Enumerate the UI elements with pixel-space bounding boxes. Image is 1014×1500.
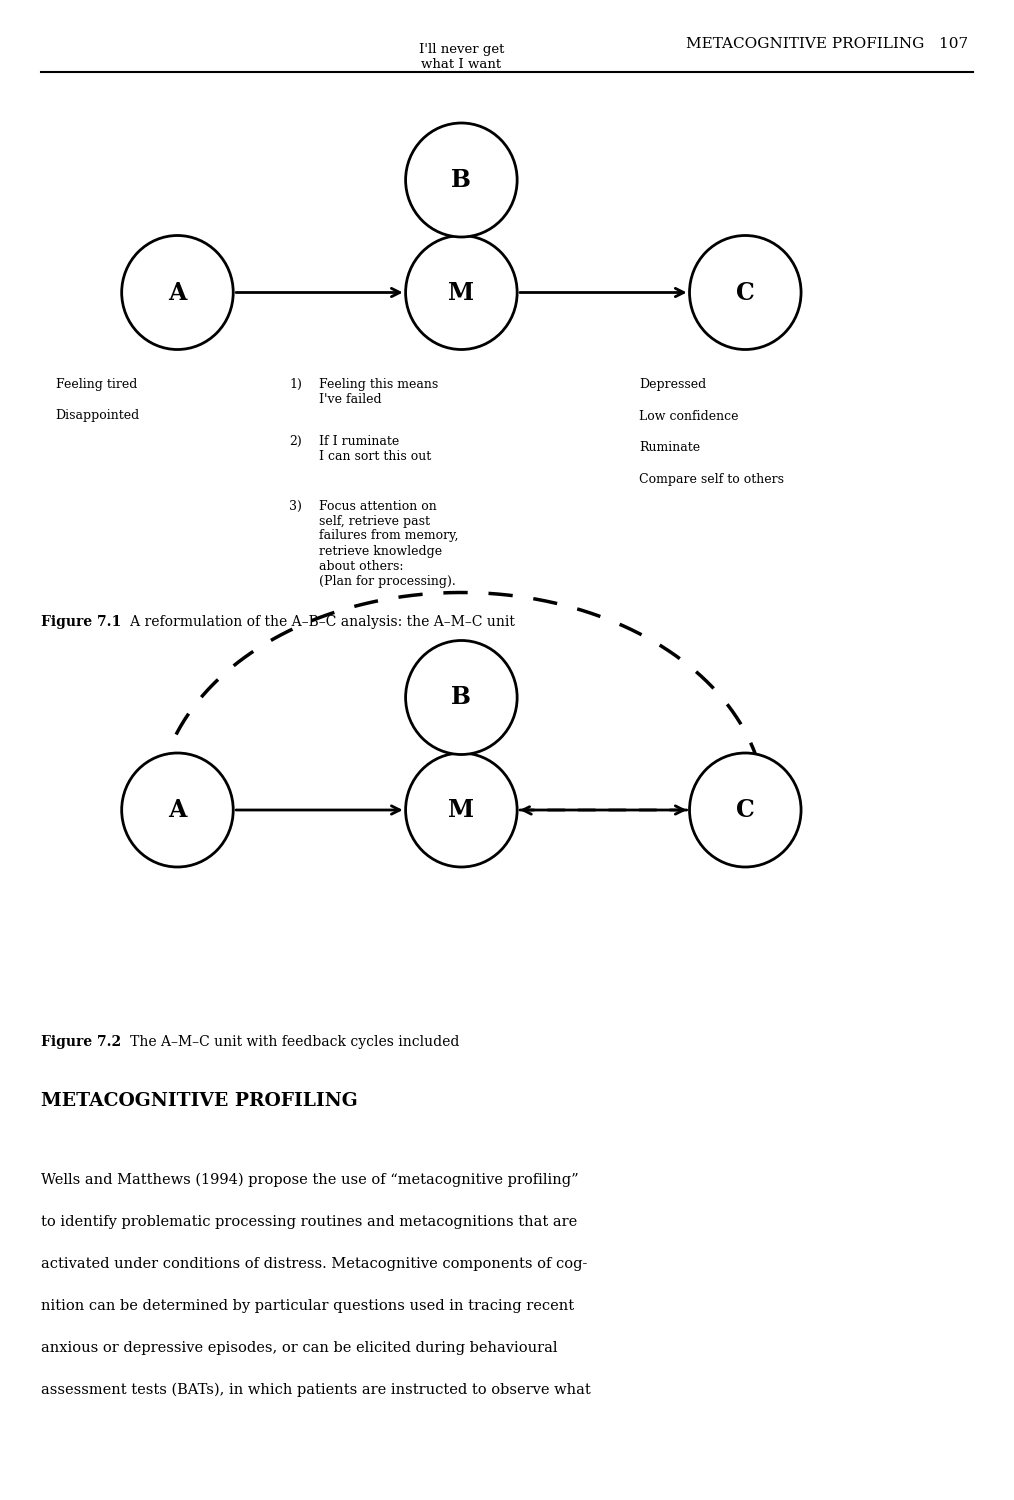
Text: Feeling tired: Feeling tired bbox=[56, 378, 137, 392]
Text: assessment tests (BATs), in which patients are instructed to observe what: assessment tests (BATs), in which patien… bbox=[41, 1383, 590, 1398]
Text: METACOGNITIVE PROFILING   107: METACOGNITIVE PROFILING 107 bbox=[686, 38, 968, 51]
Text: Figure 7.1: Figure 7.1 bbox=[41, 615, 121, 628]
Text: Feeling this means
I've failed: Feeling this means I've failed bbox=[319, 378, 439, 406]
Text: Focus attention on
self, retrieve past
failures from memory,
retrieve knowledge
: Focus attention on self, retrieve past f… bbox=[319, 500, 459, 588]
Text: C: C bbox=[736, 280, 754, 304]
Text: B: B bbox=[451, 168, 472, 192]
Text: Figure 7.2: Figure 7.2 bbox=[41, 1035, 121, 1048]
Ellipse shape bbox=[406, 640, 517, 754]
Ellipse shape bbox=[690, 753, 801, 867]
Ellipse shape bbox=[690, 236, 801, 350]
Text: M: M bbox=[448, 798, 475, 822]
Text: If I ruminate
I can sort this out: If I ruminate I can sort this out bbox=[319, 435, 432, 463]
Text: METACOGNITIVE PROFILING: METACOGNITIVE PROFILING bbox=[41, 1092, 357, 1110]
Text: C: C bbox=[736, 798, 754, 822]
Text: A reformulation of the A–B–C analysis: the A–M–C unit: A reformulation of the A–B–C analysis: t… bbox=[117, 615, 514, 628]
Ellipse shape bbox=[406, 236, 517, 350]
Ellipse shape bbox=[406, 753, 517, 867]
Ellipse shape bbox=[122, 753, 233, 867]
Text: A: A bbox=[168, 798, 187, 822]
Ellipse shape bbox=[122, 236, 233, 350]
Text: M: M bbox=[448, 280, 475, 304]
Text: 1): 1) bbox=[289, 378, 302, 392]
Text: B: B bbox=[451, 686, 472, 709]
Text: Low confidence: Low confidence bbox=[639, 410, 738, 423]
Text: anxious or depressive episodes, or can be elicited during behavioural: anxious or depressive episodes, or can b… bbox=[41, 1341, 557, 1354]
Text: The A–M–C unit with feedback cycles included: The A–M–C unit with feedback cycles incl… bbox=[117, 1035, 459, 1048]
Text: I'll never get
what I want: I'll never get what I want bbox=[419, 42, 504, 70]
Text: Wells and Matthews (1994) propose the use of “metacognitive profiling”: Wells and Matthews (1994) propose the us… bbox=[41, 1173, 578, 1188]
Text: A: A bbox=[168, 280, 187, 304]
Text: Disappointed: Disappointed bbox=[56, 410, 140, 423]
Text: to identify problematic processing routines and metacognitions that are: to identify problematic processing routi… bbox=[41, 1215, 577, 1228]
Text: activated under conditions of distress. Metacognitive components of cog-: activated under conditions of distress. … bbox=[41, 1257, 587, 1270]
Text: Depressed: Depressed bbox=[639, 378, 706, 392]
Text: 3): 3) bbox=[289, 500, 302, 513]
Ellipse shape bbox=[406, 123, 517, 237]
Text: nition can be determined by particular questions used in tracing recent: nition can be determined by particular q… bbox=[41, 1299, 574, 1312]
Text: 2): 2) bbox=[289, 435, 302, 448]
Text: Ruminate: Ruminate bbox=[639, 441, 700, 454]
Text: Compare self to others: Compare self to others bbox=[639, 472, 784, 486]
